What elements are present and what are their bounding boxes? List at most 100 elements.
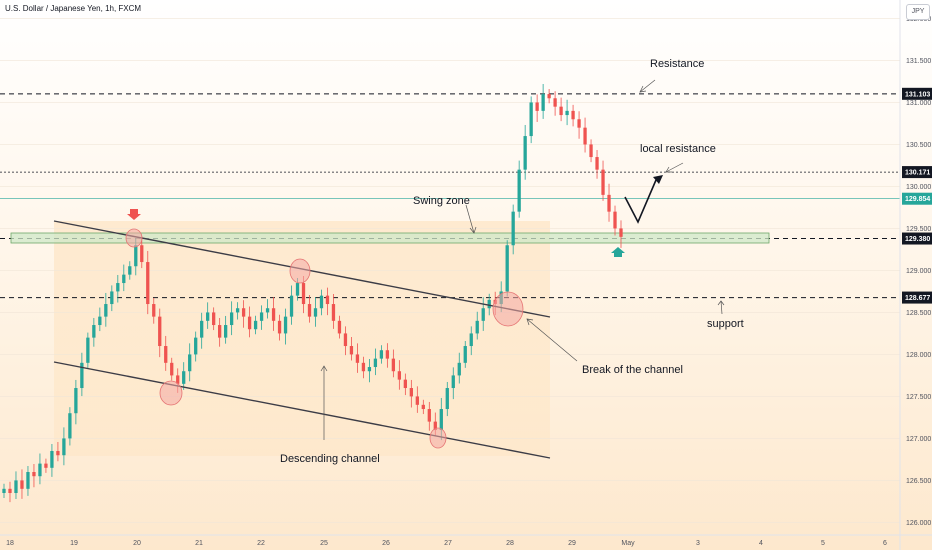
candle-body — [373, 358, 378, 368]
level-label: 129.380 — [905, 236, 930, 243]
candle-body — [337, 320, 342, 334]
touch-circle — [492, 291, 524, 327]
channel-lower-line — [53, 361, 551, 459]
level-label-bg — [902, 166, 932, 179]
x-tick-label: 27 — [444, 540, 452, 547]
candle-body — [583, 127, 587, 145]
candle-body — [553, 98, 557, 107]
candle-body — [367, 367, 372, 372]
swing-zone-box — [10, 232, 770, 244]
y-tick-label: 129.000 — [906, 268, 931, 275]
candle-body — [589, 144, 593, 158]
y-tick-label: 127.500 — [906, 394, 931, 401]
candle-body — [397, 371, 402, 380]
candle-body — [349, 346, 354, 355]
candle-body — [481, 308, 485, 321]
x-tick-label: 21 — [195, 540, 203, 547]
y-tick-label: 128.000 — [906, 352, 931, 359]
candle-body — [277, 320, 282, 334]
x-tick-label: 6 — [883, 540, 887, 547]
candle-body — [26, 472, 30, 489]
candle-body — [32, 472, 36, 477]
green-up-arrow-icon — [611, 247, 625, 257]
candle-body — [547, 94, 551, 99]
candle-body — [38, 463, 42, 477]
candle-body — [343, 333, 348, 347]
candle-body — [463, 346, 467, 363]
candle-body — [361, 362, 366, 372]
candles — [2, 83, 623, 503]
x-tick-label: 20 — [133, 540, 141, 547]
candle-body — [56, 451, 60, 456]
y-tick-label: 130.500 — [906, 142, 931, 149]
candle-body — [559, 106, 563, 116]
candle-body — [110, 291, 114, 305]
candle-body — [80, 362, 84, 389]
candle-body — [475, 320, 479, 334]
candle-body — [122, 274, 126, 284]
candle-body — [331, 304, 336, 321]
symbol-header: U.S. Dollar / Japanese Yen, 1h, FXCM — [5, 4, 142, 13]
candle-body — [247, 316, 252, 330]
candle-body — [265, 308, 270, 313]
touch-circle — [429, 427, 447, 449]
candle-body — [319, 295, 324, 309]
projection-arrow-icon — [653, 175, 663, 184]
local-resistance-annotation: local resistance — [640, 143, 716, 155]
candle-body — [355, 354, 360, 363]
candle-body — [128, 266, 132, 275]
candle-body — [194, 337, 198, 355]
x-tick-label: 19 — [70, 540, 78, 547]
candle-body — [601, 169, 605, 195]
candle-body — [385, 350, 390, 359]
candle-body — [403, 379, 407, 389]
candle-body — [86, 337, 90, 363]
candle-body — [445, 388, 449, 410]
candle-body — [8, 488, 12, 494]
candle-body — [487, 299, 491, 309]
red-down-arrow-icon — [127, 209, 141, 220]
candle-body — [223, 325, 228, 338]
y-tick-label: 131.000 — [906, 100, 931, 107]
candle-body — [170, 362, 174, 376]
candle-body — [415, 396, 419, 405]
candle-body — [451, 375, 455, 389]
level-label: 131.103 — [905, 91, 930, 98]
candle-body — [164, 346, 168, 363]
candle-body — [152, 304, 156, 317]
candle-body — [140, 245, 144, 263]
candle-body — [409, 388, 413, 397]
candle-body — [391, 358, 396, 372]
candle-body — [229, 312, 234, 326]
candle-body — [565, 110, 569, 116]
candle-body — [14, 480, 18, 494]
candle-body — [313, 308, 318, 317]
candle-body — [241, 308, 246, 317]
currency-badge[interactable]: JPY — [906, 4, 930, 20]
candle-body — [535, 102, 539, 111]
candle-body — [182, 371, 186, 384]
support-annotation: support — [707, 318, 744, 330]
y-tick-label: 126.000 — [906, 520, 931, 527]
candle-body — [433, 421, 437, 431]
y-tick-label: 127.000 — [906, 436, 931, 443]
candle-body — [289, 295, 294, 317]
candle-body — [295, 283, 300, 296]
swing-zone-annotation: Swing zone — [413, 195, 470, 207]
y-tick-label: 129.500 — [906, 226, 931, 233]
candle-body — [44, 463, 48, 468]
candle-body — [98, 316, 102, 326]
level-label: 128.677 — [905, 295, 930, 302]
candle-body — [379, 350, 384, 359]
resistance-annotation: Resistance — [650, 58, 704, 70]
x-tick-label: 4 — [759, 540, 763, 547]
candle-body — [20, 480, 24, 489]
candle-body — [325, 295, 330, 305]
candle-body — [577, 119, 581, 128]
candle-body — [421, 404, 425, 410]
y-tick-label: 131.500 — [906, 58, 931, 65]
descending-channel-annotation: Descending channel — [280, 453, 380, 465]
candle-body — [68, 413, 72, 439]
candle-body — [188, 354, 192, 372]
